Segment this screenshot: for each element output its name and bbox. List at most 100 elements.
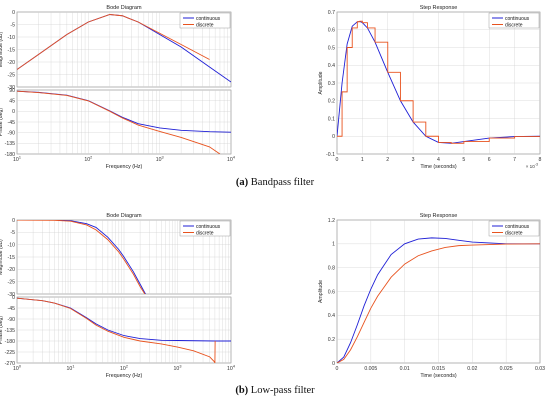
bp_step-xlabel: Time (seconds) [420, 164, 457, 170]
bp_bode-phase-xtick-103: 103 [156, 156, 164, 164]
bp_bode-phase-ytick--90: -90 [8, 130, 16, 136]
bp_bode-phase-ylabel: Phase (deg) [0, 108, 4, 137]
lp_bode-mag-series-group [17, 220, 147, 294]
lp_bode-phase-ytick--45: -45 [8, 306, 16, 312]
lp_step-legend-label-continuous: continuous [505, 224, 530, 230]
bp_step-xtick-3: 3 [412, 157, 415, 163]
caption-a: (a) Bandpass filter [0, 177, 550, 188]
lp_bode-phase-xtick-101: 101 [67, 365, 75, 373]
lp_step-xtick-0: 0 [336, 366, 339, 372]
lp_bode-phase-xtick-102: 102 [120, 365, 128, 373]
bp_bode-mag-ytick--10: -10 [8, 35, 16, 41]
caption-a-text: Bandpass filter [248, 177, 315, 188]
bp_step-xtick-7: 7 [513, 157, 516, 163]
lp_bode-phase-ytick--270: -270 [5, 361, 15, 367]
lp_step-ytick-1-2: 1.2 [328, 218, 335, 224]
bp_step-series-group [337, 20, 540, 144]
lp_bode-phase-xtick-103: 103 [174, 365, 182, 373]
bp_step-ytick-0-5: 0.5 [328, 45, 335, 51]
bp_step-title: Step Response [420, 5, 458, 11]
lp_bode-legend-label-continuous: continuous [196, 224, 221, 230]
bp_step-ylabel: Amplitude [318, 71, 324, 94]
bp_step-xtick-4: 4 [437, 157, 440, 163]
bp_step-xtick-6: 6 [488, 157, 491, 163]
lp_bode-phase-ytick--180: -180 [5, 339, 15, 345]
bp_step-ytick-0-7: 0.7 [328, 10, 335, 16]
lp_step-series-group [337, 237, 540, 363]
lp_bode-mag-ytick--30: -30 [8, 292, 16, 298]
bp_step-xmultiplier: × 10-3 [526, 163, 538, 170]
bp_step-ytick-0-3: 0.3 [328, 81, 335, 87]
lp_step-ytick-0-6: 0.6 [328, 289, 335, 295]
bp_step-ytick-0: 0 [332, 134, 335, 140]
bp_bode-phase-ytick-45: 45 [9, 98, 15, 104]
lp_bode-phase-xtick-104: 104 [227, 365, 235, 373]
bp_bode-mag-series-group [17, 14, 231, 83]
bp_bode-mag-ytick--30: -30 [8, 85, 16, 91]
bp_bode-phase-ytick--135: -135 [5, 141, 15, 147]
lp_bode-mag-ytick--15: -15 [8, 255, 16, 261]
bp_bode-phase-ytick--180: -180 [5, 152, 15, 158]
bp_bode-mag-ytick--15: -15 [8, 47, 16, 53]
bp_bode-mag-ytick--20: -20 [8, 60, 16, 66]
bp_step-xtick-2: 2 [386, 157, 389, 163]
bp_step-legend-label-continuous: continuous [505, 16, 530, 22]
lp_bode-phase-line-discrete [17, 297, 216, 363]
bp_bode-phase-xtick-102: 102 [84, 156, 92, 164]
lp_step-ytick-0-8: 0.8 [328, 265, 335, 271]
bp_step-ytick-0-6: 0.6 [328, 28, 335, 34]
bp_bode-legend-label-continuous: continuous [196, 16, 221, 22]
lp_step-xtick-0-025: 0.025 [500, 366, 513, 372]
lp_step-xtick-0-01: 0.01 [400, 366, 410, 372]
lp_bode-mag-ytick--25: -25 [8, 279, 16, 285]
lp_bode-phase-xtick-100: 100 [13, 365, 21, 373]
lp_step-ytick-0-2: 0.2 [328, 337, 335, 343]
lp_step-xtick-0-02: 0.02 [467, 366, 477, 372]
lp_bode-mag-line-discrete [17, 220, 146, 294]
bp_bode-phase-ytick-90: 90 [9, 88, 15, 94]
bp_bode-phase-line-discrete [17, 90, 221, 154]
bp_step-xtick-5: 5 [462, 157, 465, 163]
bp_bode-phase-series-group [17, 90, 231, 154]
lp_step-xlabel: Time (seconds) [420, 373, 457, 379]
lp_bode-mag-ytick--20: -20 [8, 267, 16, 273]
lp_step-legend-label-discrete: discrete [505, 231, 523, 237]
lp_step-ylabel: Amplitude [318, 280, 324, 303]
bp_bode-legend-label-discrete: discrete [196, 23, 214, 29]
caption-b-text: Low-pass filter [248, 385, 315, 396]
lp_step-line-continuous [337, 237, 540, 363]
bp_bode-mag-ytick--5: -5 [10, 22, 15, 28]
lp_step-xtick-0-03: 0.03 [535, 366, 545, 372]
lp_bode-phase-ytick--135: -135 [5, 328, 15, 334]
bp_bode-title: Bode Diagram [106, 5, 142, 11]
bp_bode-mag-grid [16, 11, 232, 88]
caption-a-letter: (a) [235, 177, 249, 188]
lp_step-line-discrete [337, 243, 540, 363]
bp_step-xtick-0: 0 [336, 157, 339, 163]
lp_bode-mag-grid [16, 219, 232, 295]
bp_bode-xlabel: Frequency (Hz) [106, 164, 143, 170]
lp_step-ytick-0: 0 [332, 361, 335, 367]
bp_bode-phase-grid [16, 89, 232, 155]
bp_step-ytick-0-1: 0.1 [328, 116, 335, 122]
lp_bode-mag-ylabel: Magnitude (dB) [0, 239, 4, 275]
bp_step-ytick-0-4: 0.4 [328, 63, 335, 69]
bp_bode-phase-ytick-0: 0 [12, 109, 15, 115]
bp_step-xtick-1: 1 [361, 157, 364, 163]
bp_bode-mag-ylabel: Magnitude (dB) [0, 31, 4, 67]
bp_step-ytick-0-2: 0.2 [328, 99, 335, 105]
lp_bode-mag-ytick-0: 0 [12, 218, 15, 224]
bp_step-legend-label-discrete: discrete [505, 23, 523, 29]
lp_bode-title: Bode Diagram [106, 213, 142, 219]
lp_bode-phase-ytick-0: 0 [12, 295, 15, 301]
lp_step-xtick-0-015: 0.015 [432, 366, 445, 372]
lp_bode-phase-ylabel: Phase (deg) [0, 316, 4, 345]
caption-b-letter: (b) [235, 385, 249, 396]
bp_step-ytick--0-1: -0.1 [326, 152, 335, 158]
bp_step-xtick-8: 8 [539, 157, 542, 163]
lp_step-xtick-0-005: 0.005 [364, 366, 377, 372]
